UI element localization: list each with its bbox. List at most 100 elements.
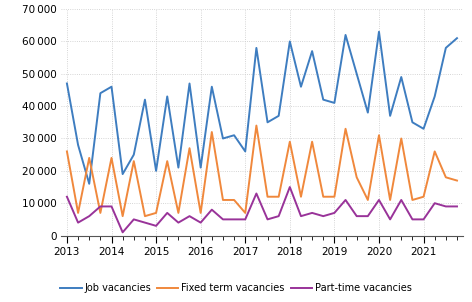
Job vacancies — [153, 169, 159, 173]
Part-time vacancies — [454, 205, 460, 208]
Fixed term vacancies — [421, 195, 426, 198]
Job vacancies — [354, 72, 360, 76]
Job vacancies — [331, 101, 337, 105]
Fixed term vacancies — [398, 137, 404, 140]
Job vacancies — [432, 95, 438, 98]
Fixed term vacancies — [198, 211, 203, 215]
Job vacancies — [443, 46, 449, 50]
Fixed term vacancies — [164, 159, 170, 163]
Fixed term vacancies — [343, 127, 348, 130]
Job vacancies — [343, 33, 348, 37]
Job vacancies — [231, 133, 237, 137]
Job vacancies — [243, 149, 248, 153]
Job vacancies — [309, 49, 315, 53]
Job vacancies — [376, 30, 382, 34]
Job vacancies — [86, 182, 92, 186]
Part-time vacancies — [376, 198, 382, 202]
Part-time vacancies — [298, 214, 304, 218]
Fixed term vacancies — [220, 198, 226, 202]
Part-time vacancies — [443, 205, 449, 208]
Job vacancies — [131, 153, 136, 156]
Part-time vacancies — [410, 217, 415, 221]
Fixed term vacancies — [187, 146, 193, 150]
Fixed term vacancies — [109, 156, 114, 160]
Fixed term vacancies — [265, 195, 270, 198]
Job vacancies — [220, 137, 226, 140]
Part-time vacancies — [265, 217, 270, 221]
Fixed term vacancies — [253, 124, 259, 127]
Fixed term vacancies — [410, 198, 415, 202]
Part-time vacancies — [354, 214, 360, 218]
Fixed term vacancies — [376, 133, 382, 137]
Fixed term vacancies — [86, 156, 92, 160]
Part-time vacancies — [75, 221, 81, 224]
Part-time vacancies — [209, 208, 215, 211]
Job vacancies — [287, 40, 293, 43]
Part-time vacancies — [176, 221, 181, 224]
Job vacancies — [253, 46, 259, 50]
Part-time vacancies — [164, 211, 170, 215]
Part-time vacancies — [120, 230, 126, 234]
Part-time vacancies — [331, 211, 337, 215]
Fixed term vacancies — [131, 159, 136, 163]
Job vacancies — [265, 120, 270, 124]
Job vacancies — [164, 95, 170, 98]
Line: Fixed term vacancies: Fixed term vacancies — [67, 126, 457, 216]
Fixed term vacancies — [64, 149, 70, 153]
Part-time vacancies — [398, 198, 404, 202]
Job vacancies — [109, 85, 114, 88]
Job vacancies — [209, 85, 215, 88]
Part-time vacancies — [109, 205, 114, 208]
Job vacancies — [75, 143, 81, 147]
Part-time vacancies — [64, 195, 70, 198]
Part-time vacancies — [142, 221, 148, 224]
Job vacancies — [187, 82, 193, 85]
Fixed term vacancies — [98, 211, 103, 215]
Part-time vacancies — [421, 217, 426, 221]
Job vacancies — [398, 75, 404, 79]
Fixed term vacancies — [454, 179, 460, 182]
Part-time vacancies — [432, 201, 438, 205]
Job vacancies — [365, 111, 371, 114]
Job vacancies — [410, 120, 415, 124]
Fixed term vacancies — [432, 149, 438, 153]
Job vacancies — [198, 166, 203, 169]
Fixed term vacancies — [153, 211, 159, 215]
Fixed term vacancies — [243, 211, 248, 215]
Part-time vacancies — [198, 221, 203, 224]
Part-time vacancies — [253, 192, 259, 195]
Job vacancies — [298, 85, 304, 88]
Fixed term vacancies — [320, 195, 326, 198]
Job vacancies — [64, 82, 70, 85]
Job vacancies — [98, 92, 103, 95]
Fixed term vacancies — [231, 198, 237, 202]
Job vacancies — [120, 172, 126, 176]
Part-time vacancies — [276, 214, 281, 218]
Job vacancies — [176, 166, 181, 169]
Part-time vacancies — [220, 217, 226, 221]
Fixed term vacancies — [142, 214, 148, 218]
Fixed term vacancies — [75, 211, 81, 215]
Fixed term vacancies — [176, 211, 181, 215]
Fixed term vacancies — [443, 175, 449, 179]
Part-time vacancies — [153, 224, 159, 228]
Fixed term vacancies — [354, 175, 360, 179]
Part-time vacancies — [309, 211, 315, 215]
Job vacancies — [276, 114, 281, 118]
Job vacancies — [454, 36, 460, 40]
Part-time vacancies — [343, 198, 348, 202]
Job vacancies — [388, 114, 393, 118]
Job vacancies — [421, 127, 426, 130]
Part-time vacancies — [131, 217, 136, 221]
Legend: Job vacancies, Fixed term vacancies, Part-time vacancies: Job vacancies, Fixed term vacancies, Par… — [56, 279, 416, 297]
Part-time vacancies — [320, 214, 326, 218]
Fixed term vacancies — [276, 195, 281, 198]
Fixed term vacancies — [388, 198, 393, 202]
Fixed term vacancies — [365, 198, 371, 202]
Fixed term vacancies — [287, 140, 293, 143]
Job vacancies — [142, 98, 148, 101]
Part-time vacancies — [231, 217, 237, 221]
Fixed term vacancies — [309, 140, 315, 143]
Job vacancies — [320, 98, 326, 101]
Fixed term vacancies — [120, 214, 126, 218]
